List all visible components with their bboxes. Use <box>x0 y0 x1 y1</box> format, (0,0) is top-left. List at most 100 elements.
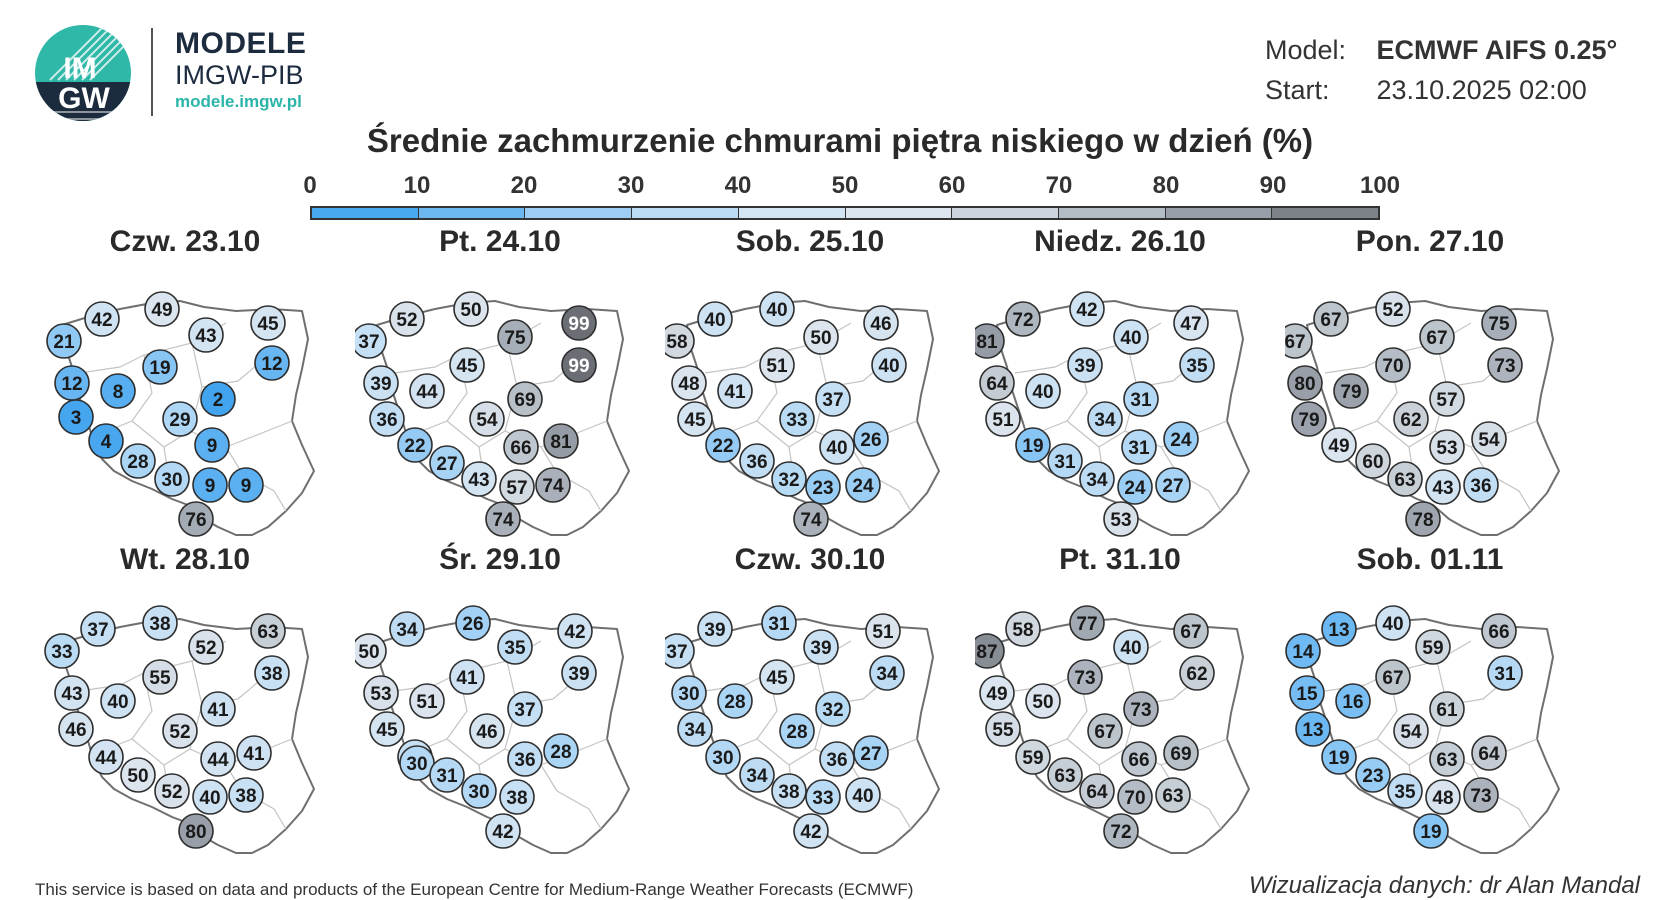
value-label: 46 <box>476 722 497 743</box>
value-circle <box>497 319 533 355</box>
value-marker: 74 <box>535 467 571 503</box>
value-label: 43 <box>61 684 82 705</box>
value-label: 59 <box>1422 638 1443 659</box>
value-circle <box>200 741 236 777</box>
value-marker: 24 <box>1117 469 1153 505</box>
value-label: 32 <box>778 470 799 491</box>
value-circle <box>1117 779 1153 815</box>
value-circle <box>58 399 94 435</box>
value-circle <box>44 633 80 669</box>
poland-map: 31 39 51 37 39 34 45 30 28 32 34 28 36 27 30 34 38 33 40 42 <box>665 605 940 854</box>
value-label: 70 <box>1382 356 1403 377</box>
scale-tick-label: 30 <box>617 172 645 199</box>
value-label: 48 <box>1432 788 1453 809</box>
value-marker: 38 <box>499 779 535 815</box>
value-marker: 34 <box>389 611 425 647</box>
value-marker: 21 <box>46 323 82 359</box>
value-circle <box>1419 319 1455 355</box>
value-label: 33 <box>812 788 833 809</box>
value-label: 44 <box>95 748 117 769</box>
value-marker: 34 <box>869 655 905 691</box>
value-circle <box>1291 401 1327 437</box>
value-label: 42 <box>564 622 585 643</box>
value-label: 38 <box>261 664 282 685</box>
value-marker: 30 <box>399 745 435 781</box>
value-circle <box>1355 757 1391 793</box>
value-circle <box>819 741 855 777</box>
poland-map: 2634425035394153513745463836283031303842 <box>355 605 630 854</box>
value-circle <box>100 683 136 719</box>
value-circle <box>1087 401 1123 437</box>
forecast-day-panel: Sob. 01.11 13 40 66 14 59 31 67 15 16 61 54 13 64 63 19… <box>1285 543 1575 855</box>
forecast-day-panel: Pon. 27.10 67 52 75 67 67 73 70 80 79 57 79 62 49 60 53… <box>1285 225 1575 537</box>
start-row: Start: 23.10.2025 02:00 <box>1265 70 1617 110</box>
value-label: 22 <box>404 436 425 457</box>
value-circle <box>1047 757 1083 793</box>
value-label: 43 <box>195 326 216 347</box>
value-label: 50 <box>460 300 481 321</box>
value-circle <box>671 675 707 711</box>
value-label: 43 <box>468 470 489 491</box>
poland-map: 72 42 47 81 40 35 39 64 40 31 51 34 19 31 31 24 34 24 27 53 <box>975 291 1250 537</box>
scale-segment <box>418 208 526 218</box>
value-marker: 28 <box>543 733 579 769</box>
color-scale-legend: 0 10 20 30 40 50 60 70 80 90 100 <box>303 172 1400 222</box>
value-label: 50 <box>358 642 379 663</box>
value-label: 45 <box>376 720 398 741</box>
brand-url-link[interactable]: modele.imgw.pl <box>175 92 302 111</box>
value-marker: 67 <box>1285 323 1313 359</box>
forecast-day-panel: Pt. 31.10 77 58 67 87 40 62 73 49 50 73 67 55 66 69 59 6… <box>975 543 1265 855</box>
value-marker: 37 <box>80 611 116 647</box>
value-circle <box>429 445 465 481</box>
value-marker: 99 <box>561 305 597 341</box>
value-marker: 87 <box>975 633 1005 669</box>
value-marker: 52 <box>162 713 198 749</box>
value-circle <box>803 319 839 355</box>
value-label: 30 <box>161 470 182 491</box>
value-marker: 44 <box>200 741 236 777</box>
value-label: 2 <box>213 390 224 411</box>
value-label: 3 <box>71 408 82 429</box>
value-marker: 41 <box>449 659 485 695</box>
value-label: 55 <box>149 668 171 689</box>
value-marker: 67 <box>1087 713 1123 749</box>
value-circle <box>677 711 713 747</box>
value-circle <box>363 365 399 401</box>
value-circle <box>1067 347 1103 383</box>
value-marker: 40 <box>1113 629 1149 665</box>
value-circle <box>759 291 795 327</box>
value-circle <box>1015 739 1051 775</box>
value-label: 46 <box>870 314 891 335</box>
value-label: 4 <box>101 432 112 453</box>
value-label: 24 <box>852 476 874 497</box>
value-label: 34 <box>1086 470 1108 491</box>
value-label: 40 <box>852 786 873 807</box>
panel-date: Pt. 31.10 <box>1059 543 1181 576</box>
value-marker: 35 <box>1387 773 1423 809</box>
value-circle <box>142 659 178 695</box>
value-label: 19 <box>1022 436 1043 457</box>
value-marker: 33 <box>44 633 80 669</box>
value-circle <box>1429 381 1465 417</box>
value-marker: 14 <box>1285 633 1321 669</box>
value-circle <box>1113 629 1149 665</box>
value-circle <box>485 501 521 537</box>
value-circle <box>1005 611 1041 647</box>
value-circle <box>1173 305 1209 341</box>
value-label: 52 <box>169 722 190 743</box>
value-circle <box>1425 779 1461 815</box>
value-label: 69 <box>1170 744 1191 765</box>
value-circle <box>178 501 214 537</box>
value-circle <box>355 633 387 669</box>
value-label: 27 <box>1162 476 1183 497</box>
value-label: 75 <box>1488 314 1510 335</box>
value-circle <box>1113 319 1149 355</box>
value-label: 78 <box>1412 510 1433 531</box>
value-label: 28 <box>724 692 745 713</box>
value-marker: 40 <box>697 301 733 337</box>
scale-tick-label: 0 <box>303 172 317 199</box>
value-circle <box>1123 691 1159 727</box>
value-circle <box>1393 401 1429 437</box>
scale-tick-label: 80 <box>1152 172 1180 199</box>
forecast-day-panel: Śr. 29.10 26 34 42 50 35 39 41 53 51 37 45 46 38 36 28 3… <box>355 543 645 855</box>
